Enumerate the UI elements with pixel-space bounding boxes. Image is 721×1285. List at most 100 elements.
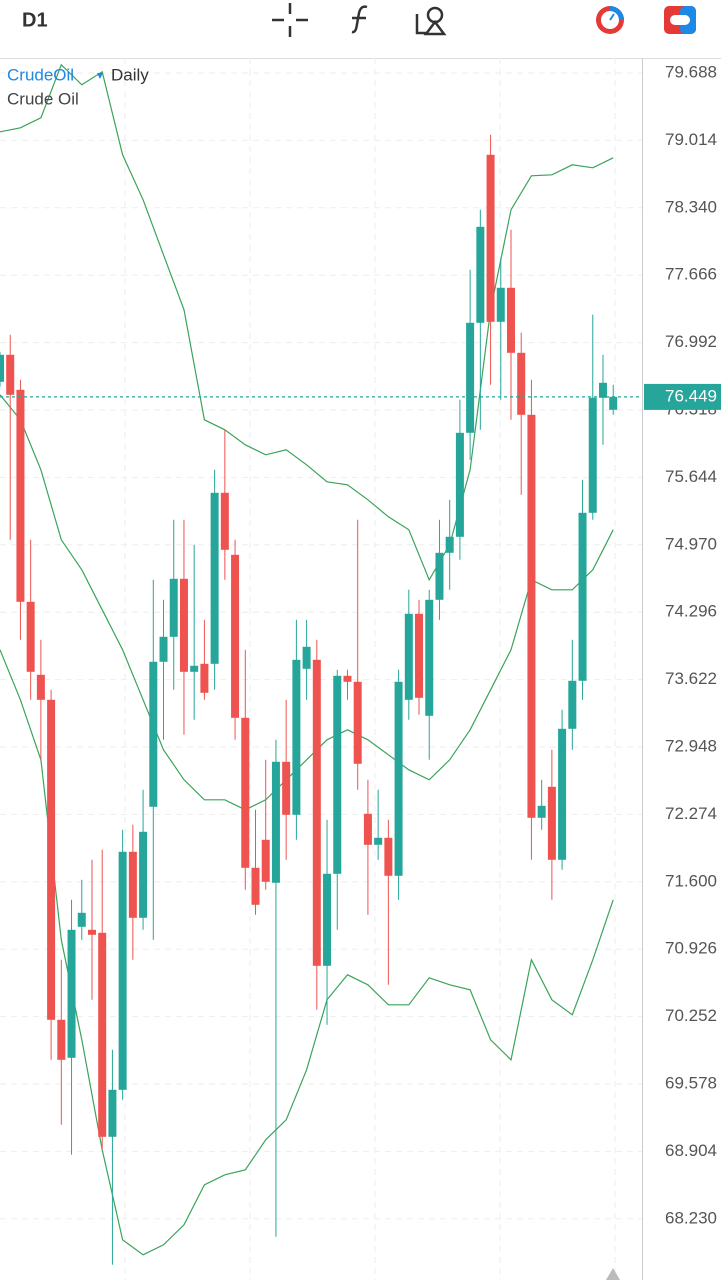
y-tick-label: 74.296 bbox=[665, 602, 717, 621]
plot-area bbox=[0, 63, 642, 1265]
legend: CrudeOil Daily Crude Oil bbox=[7, 65, 149, 108]
candle-body bbox=[527, 414, 536, 818]
candle-body bbox=[374, 837, 383, 845]
candle-body bbox=[47, 699, 56, 1020]
candle-body bbox=[578, 512, 587, 681]
candle-body bbox=[333, 675, 342, 874]
candle-body bbox=[200, 663, 209, 693]
candle-body bbox=[568, 680, 577, 729]
candle-body bbox=[251, 867, 260, 905]
y-tick-label: 73.622 bbox=[665, 669, 717, 688]
y-tick-label: 79.014 bbox=[665, 130, 717, 149]
candle-body bbox=[57, 1019, 66, 1060]
symbol[interactable]: CrudeOil bbox=[7, 65, 74, 84]
candle-body bbox=[16, 389, 25, 602]
candle-body bbox=[292, 659, 301, 815]
y-tick-label: 75.644 bbox=[665, 467, 717, 486]
candle-body bbox=[149, 661, 158, 807]
band-middle bbox=[0, 394, 614, 811]
candle-body bbox=[445, 536, 454, 553]
candle-body bbox=[87, 929, 96, 935]
crosshair-icon[interactable] bbox=[272, 3, 308, 37]
candle-body bbox=[363, 813, 372, 845]
objects-icon[interactable] bbox=[415, 6, 447, 36]
candle-body bbox=[6, 354, 15, 395]
app-icon-1[interactable] bbox=[596, 6, 624, 34]
candle-body bbox=[384, 837, 393, 876]
candle-body bbox=[496, 287, 505, 322]
candle-body bbox=[108, 1089, 117, 1137]
candle-body bbox=[507, 287, 515, 353]
toolbar: D1 bbox=[22, 3, 696, 37]
candle-body bbox=[271, 761, 280, 883]
candle-body bbox=[343, 675, 352, 682]
candle-body bbox=[190, 665, 199, 672]
candle-body bbox=[302, 646, 311, 669]
candle-body bbox=[0, 354, 4, 382]
y-tick-label: 76.992 bbox=[665, 332, 717, 351]
candle-body bbox=[118, 851, 127, 1090]
candle-body bbox=[169, 578, 178, 637]
y-tick-label: 79.688 bbox=[665, 62, 717, 81]
candle-body bbox=[36, 674, 45, 700]
y-tick-label: 68.904 bbox=[665, 1141, 717, 1160]
candle-body bbox=[210, 492, 219, 664]
candle-body bbox=[609, 396, 618, 410]
candle-body bbox=[179, 578, 188, 672]
candle-body bbox=[466, 322, 475, 433]
candle-body bbox=[558, 728, 567, 860]
y-tick-label: 78.340 bbox=[665, 197, 717, 216]
last-price-box bbox=[644, 383, 721, 410]
candle-body bbox=[588, 397, 597, 513]
y-tick-label: 69.578 bbox=[665, 1073, 717, 1092]
candle-body bbox=[547, 786, 556, 860]
chart-title: Crude Oil bbox=[7, 89, 79, 108]
candle-body bbox=[404, 613, 413, 700]
y-tick-label: 70.252 bbox=[665, 1006, 717, 1025]
y-tick-label: 68.230 bbox=[665, 1208, 717, 1227]
candle-body bbox=[517, 352, 526, 415]
candle-body bbox=[128, 851, 137, 918]
candle-body bbox=[455, 432, 464, 537]
period: Daily bbox=[111, 65, 149, 84]
price-axis: 79.68879.01478.34077.66676.99276.31875.6… bbox=[644, 62, 721, 1227]
candle-body bbox=[476, 226, 485, 323]
candle-body bbox=[323, 873, 332, 966]
timeframe[interactable]: D1 bbox=[22, 9, 48, 31]
candle-body bbox=[241, 717, 250, 868]
candle-body bbox=[415, 613, 424, 698]
indicator-icon[interactable] bbox=[351, 5, 368, 34]
candle-body bbox=[537, 805, 546, 818]
app-icon-2[interactable] bbox=[664, 6, 696, 34]
candle-body bbox=[159, 636, 168, 662]
candle-body bbox=[312, 659, 321, 966]
candle-body bbox=[353, 681, 362, 764]
symbol-dropdown[interactable] bbox=[97, 73, 103, 79]
candle-body bbox=[425, 599, 434, 716]
candle-body bbox=[67, 929, 76, 1058]
last-price-label: 76.449 bbox=[665, 386, 717, 405]
y-tick-label: 77.666 bbox=[665, 265, 717, 284]
candle-body bbox=[261, 839, 270, 882]
y-tick-label: 72.274 bbox=[665, 804, 717, 823]
candle-body bbox=[394, 681, 403, 876]
band-upper bbox=[0, 63, 614, 582]
candle-body bbox=[26, 601, 35, 672]
candle-body bbox=[486, 154, 495, 322]
candle-body bbox=[139, 831, 148, 918]
candle-body bbox=[435, 552, 444, 600]
candle-body bbox=[77, 912, 86, 927]
candle-body bbox=[98, 932, 107, 1137]
scroll-indicator[interactable] bbox=[606, 1268, 620, 1280]
y-tick-label: 74.970 bbox=[665, 534, 717, 553]
y-tick-label: 70.926 bbox=[665, 939, 717, 958]
candle-body bbox=[231, 554, 240, 718]
candle-body bbox=[598, 382, 607, 398]
y-tick-label: 72.948 bbox=[665, 736, 717, 755]
y-tick-label: 71.600 bbox=[665, 871, 717, 890]
candle-body bbox=[220, 492, 229, 550]
candle-body bbox=[282, 761, 291, 815]
